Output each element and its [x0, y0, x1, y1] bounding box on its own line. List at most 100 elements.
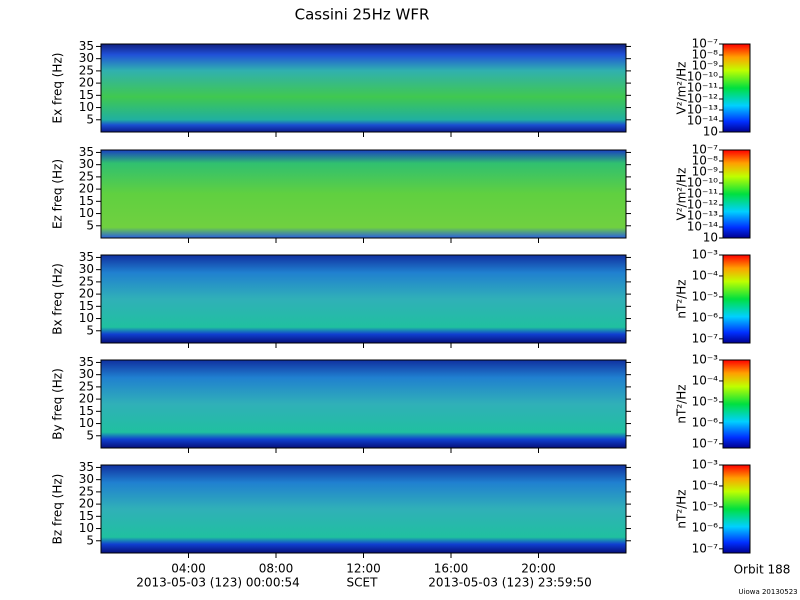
- y-tick-label: 20: [79, 392, 94, 406]
- colorbar-label: nT²/Hz: [675, 489, 689, 528]
- y-tick-label: 15: [79, 88, 94, 102]
- colorbar-tick-label: 10⁻⁸: [692, 48, 719, 62]
- colorbar: [722, 464, 751, 554]
- y-tick-label: 15: [79, 194, 94, 208]
- chart-title: Cassini 25Hz WFR: [295, 6, 430, 24]
- y-tick-label: 30: [79, 472, 94, 486]
- colorbar-tick-label: 10⁻¹⁴: [687, 220, 718, 234]
- x-tick-label: 16:00: [434, 562, 469, 576]
- colorbar-tick-label: 10⁻¹¹: [687, 81, 718, 95]
- y-tick-label: 15: [79, 299, 94, 313]
- x-tick-label: 20:00: [521, 562, 556, 576]
- x-tick-label: 04:00: [171, 562, 206, 576]
- spectrogram: [101, 360, 626, 448]
- colorbar-tick-label: 10⁻¹⁴: [687, 114, 718, 128]
- y-tick-label: 30: [79, 157, 94, 171]
- colorbar-label: nT²/Hz: [675, 384, 689, 423]
- colorbar-tick-label: 10⁻¹³: [687, 103, 718, 117]
- colorbar-tick-label: 10⁻⁵: [692, 289, 719, 303]
- y-tick-label: 20: [79, 287, 94, 301]
- y-tick-label: 30: [79, 51, 94, 65]
- colorbar-tick-label: 10⁻⁸: [692, 154, 719, 168]
- y-tick-label: 10: [79, 311, 94, 325]
- y-tick-label: 10: [79, 521, 94, 535]
- colorbar-tick-label: 10⁻⁶: [692, 415, 719, 429]
- credit: Uiowa 20130523: [738, 588, 797, 596]
- y-tick-label: 25: [79, 484, 94, 498]
- y-tick-label: 20: [79, 182, 94, 196]
- y-tick-label: 5: [86, 428, 94, 442]
- y-tick-label: 5: [86, 533, 94, 547]
- colorbar-tick-label: 10⁻¹⁰: [687, 70, 718, 84]
- colorbar-tick-label: 10⁻³: [692, 353, 719, 367]
- y-axis-label: Ez freq (Hz): [51, 159, 65, 229]
- y-tick-label: 5: [86, 218, 94, 232]
- y-tick-label: 35: [79, 145, 94, 159]
- colorbar-tick-label: 10⁻¹²: [687, 198, 718, 212]
- spectrogram: [101, 255, 626, 343]
- y-tick-label: 25: [79, 274, 94, 288]
- colorbar-tick-label: 10⁻⁷: [692, 143, 719, 157]
- time-axis-label: SCET: [347, 576, 379, 590]
- x-tick-label: 08:00: [259, 562, 294, 576]
- colorbar-tick-label: 10⁻¹³: [687, 209, 718, 223]
- colorbar-tick-label: 10⁻⁷: [692, 331, 719, 345]
- y-tick-label: 5: [86, 112, 94, 126]
- y-tick-label: 25: [79, 63, 94, 77]
- y-tick-label: 30: [79, 262, 94, 276]
- end-time: 2013-05-03 (123) 23:59:50: [428, 576, 592, 590]
- y-tick-label: 5: [86, 323, 94, 337]
- y-axis-label: By freq (Hz): [51, 368, 65, 440]
- y-tick-label: 35: [79, 39, 94, 53]
- y-axis-label: Bx freq (Hz): [51, 263, 65, 335]
- colorbar-tick-label: 10⁻⁵: [692, 499, 719, 513]
- y-tick-label: 10: [79, 206, 94, 220]
- colorbar-tick-label: 10⁻⁶: [692, 520, 719, 534]
- colorbar: [722, 149, 751, 239]
- colorbar-tick-label: 10⁻¹²: [687, 92, 718, 106]
- y-tick-label: 15: [79, 509, 94, 523]
- colorbar-tick-label: 10⁻⁹: [692, 59, 719, 73]
- colorbar-tick-label: 10⁻⁷: [692, 436, 719, 450]
- x-tick-label: 12:00: [346, 562, 381, 576]
- colorbar-tick-label: 10: [703, 231, 718, 245]
- colorbar-label: V²/m²/Hz: [675, 62, 689, 115]
- y-tick-label: 25: [79, 169, 94, 183]
- colorbar-tick-label: 10⁻⁷: [692, 541, 719, 555]
- y-tick-label: 20: [79, 497, 94, 511]
- colorbar-tick-label: 10: [703, 125, 718, 139]
- colorbar-tick-label: 10⁻⁹: [692, 165, 719, 179]
- colorbar-tick-label: 10⁻³: [692, 248, 719, 262]
- y-axis-label: Ex freq (Hz): [51, 53, 65, 124]
- y-tick-label: 35: [79, 355, 94, 369]
- y-tick-label: 35: [79, 250, 94, 264]
- colorbar-tick-label: 10⁻⁴: [692, 268, 719, 282]
- colorbar-label: V²/m²/Hz: [675, 168, 689, 221]
- y-tick-label: 35: [79, 460, 94, 474]
- y-tick-label: 30: [79, 367, 94, 381]
- y-tick-label: 15: [79, 404, 94, 418]
- colorbar: [722, 359, 751, 449]
- orbit: Orbit 188: [734, 563, 791, 577]
- colorbar-tick-label: 10⁻⁵: [692, 394, 719, 408]
- y-tick-label: 10: [79, 416, 94, 430]
- colorbar-tick-label: 10⁻⁴: [692, 478, 719, 492]
- colorbar-tick-label: 10⁻⁶: [692, 310, 719, 324]
- y-axis-label: Bz freq (Hz): [51, 474, 65, 545]
- spectrogram: [101, 150, 626, 238]
- y-tick-label: 25: [79, 379, 94, 393]
- y-tick-label: 10: [79, 100, 94, 114]
- spectrogram: [101, 44, 626, 132]
- colorbar-label: nT²/Hz: [675, 279, 689, 318]
- colorbar-tick-label: 10⁻³: [692, 458, 719, 472]
- y-tick-label: 20: [79, 76, 94, 90]
- colorbar: [722, 254, 751, 344]
- spectrogram: [101, 465, 626, 553]
- colorbar-tick-label: 10⁻⁷: [692, 37, 719, 51]
- start-time: 2013-05-03 (123) 00:00:54: [136, 576, 300, 590]
- colorbar-tick-label: 10⁻¹⁰: [687, 176, 718, 190]
- colorbar: [722, 43, 751, 133]
- colorbar-tick-label: 10⁻¹¹: [687, 187, 718, 201]
- colorbar-tick-label: 10⁻⁴: [692, 373, 719, 387]
